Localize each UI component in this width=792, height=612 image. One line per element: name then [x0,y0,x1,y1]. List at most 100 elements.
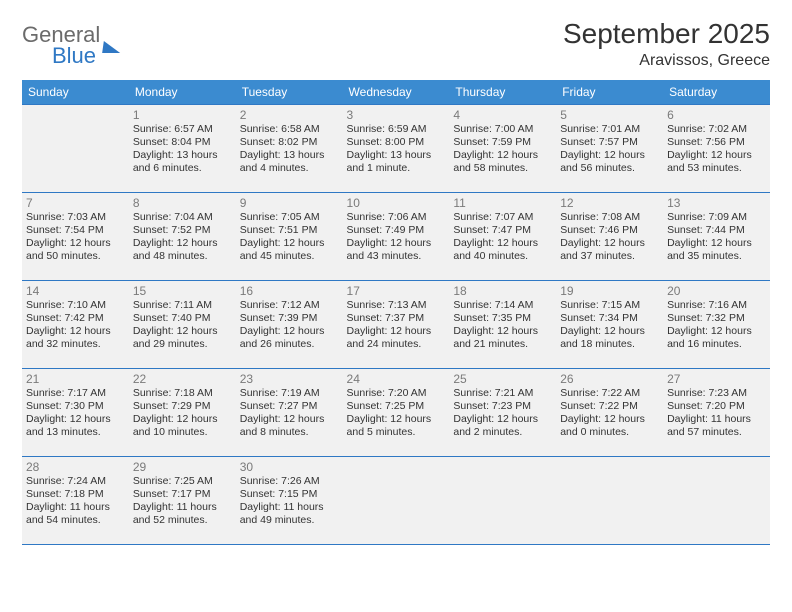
dow-friday: Friday [556,80,663,105]
sunrise-text: Sunrise: 7:23 AM [667,387,766,400]
sunrise-text: Sunrise: 7:26 AM [240,475,339,488]
day-number: 3 [347,108,446,122]
daylight-text: and 40 minutes. [453,250,552,263]
daylight-text: and 49 minutes. [240,514,339,527]
day-number: 1 [133,108,232,122]
daylight-text: Daylight: 12 hours [240,413,339,426]
day-number: 4 [453,108,552,122]
day-number: 21 [26,372,125,386]
daylight-text: and 18 minutes. [560,338,659,351]
sunrise-text: Sunrise: 7:14 AM [453,299,552,312]
sunrise-text: Sunrise: 7:13 AM [347,299,446,312]
day-number: 30 [240,460,339,474]
calendar-cell: 6Sunrise: 7:02 AMSunset: 7:56 PMDaylight… [663,105,770,193]
sunset-text: Sunset: 7:34 PM [560,312,659,325]
day-number: 7 [26,196,125,210]
daylight-text: and 21 minutes. [453,338,552,351]
day-number: 27 [667,372,766,386]
calendar-cell: 3Sunrise: 6:59 AMSunset: 8:00 PMDaylight… [343,105,450,193]
sunset-text: Sunset: 7:18 PM [26,488,125,501]
calendar-cell: 11Sunrise: 7:07 AMSunset: 7:47 PMDayligh… [449,193,556,281]
daylight-text: and 58 minutes. [453,162,552,175]
daylight-text: and 5 minutes. [347,426,446,439]
day-number: 13 [667,196,766,210]
calendar-cell: 24Sunrise: 7:20 AMSunset: 7:25 PMDayligh… [343,369,450,457]
sunset-text: Sunset: 8:04 PM [133,136,232,149]
day-number: 28 [26,460,125,474]
day-number: 2 [240,108,339,122]
day-number: 24 [347,372,446,386]
calendar-cell: 20Sunrise: 7:16 AMSunset: 7:32 PMDayligh… [663,281,770,369]
daylight-text: and 57 minutes. [667,426,766,439]
dow-saturday: Saturday [663,80,770,105]
sunrise-text: Sunrise: 7:22 AM [560,387,659,400]
sunrise-text: Sunrise: 7:24 AM [26,475,125,488]
sunset-text: Sunset: 7:23 PM [453,400,552,413]
sunset-text: Sunset: 8:00 PM [347,136,446,149]
sunrise-text: Sunrise: 7:10 AM [26,299,125,312]
sunset-text: Sunset: 7:56 PM [667,136,766,149]
sunset-text: Sunset: 7:59 PM [453,136,552,149]
calendar-week: 1Sunrise: 6:57 AMSunset: 8:04 PMDaylight… [22,105,770,193]
calendar-cell: 17Sunrise: 7:13 AMSunset: 7:37 PMDayligh… [343,281,450,369]
daylight-text: and 16 minutes. [667,338,766,351]
sunrise-text: Sunrise: 7:00 AM [453,123,552,136]
day-number: 22 [133,372,232,386]
sunrise-text: Sunrise: 7:11 AM [133,299,232,312]
dow-monday: Monday [129,80,236,105]
day-number: 18 [453,284,552,298]
daylight-text: and 0 minutes. [560,426,659,439]
calendar-cell: 8Sunrise: 7:04 AMSunset: 7:52 PMDaylight… [129,193,236,281]
daylight-text: and 1 minute. [347,162,446,175]
sunrise-text: Sunrise: 6:57 AM [133,123,232,136]
sunrise-text: Sunrise: 7:17 AM [26,387,125,400]
sunrise-text: Sunrise: 7:07 AM [453,211,552,224]
daylight-text: Daylight: 11 hours [240,501,339,514]
sunrise-text: Sunrise: 7:19 AM [240,387,339,400]
daylight-text: and 35 minutes. [667,250,766,263]
sunrise-text: Sunrise: 7:01 AM [560,123,659,136]
daylight-text: Daylight: 12 hours [453,149,552,162]
daylight-text: and 48 minutes. [133,250,232,263]
calendar-cell: 22Sunrise: 7:18 AMSunset: 7:29 PMDayligh… [129,369,236,457]
day-number: 15 [133,284,232,298]
calendar-cell [449,457,556,545]
calendar-grid: Sunday Monday Tuesday Wednesday Thursday… [22,80,770,545]
daylight-text: Daylight: 13 hours [240,149,339,162]
day-number: 20 [667,284,766,298]
day-number: 17 [347,284,446,298]
daylight-text: and 50 minutes. [26,250,125,263]
sunrise-text: Sunrise: 7:15 AM [560,299,659,312]
calendar-cell: 28Sunrise: 7:24 AMSunset: 7:18 PMDayligh… [22,457,129,545]
daylight-text: Daylight: 12 hours [26,325,125,338]
sunset-text: Sunset: 7:40 PM [133,312,232,325]
sunset-text: Sunset: 7:52 PM [133,224,232,237]
calendar-cell: 12Sunrise: 7:08 AMSunset: 7:46 PMDayligh… [556,193,663,281]
daylight-text: and 8 minutes. [240,426,339,439]
brand-triangle-icon [102,41,122,53]
sunset-text: Sunset: 7:27 PM [240,400,339,413]
daylight-text: Daylight: 12 hours [560,413,659,426]
sunrise-text: Sunrise: 6:59 AM [347,123,446,136]
calendar-cell: 7Sunrise: 7:03 AMSunset: 7:54 PMDaylight… [22,193,129,281]
sunset-text: Sunset: 7:57 PM [560,136,659,149]
sunrise-text: Sunrise: 7:06 AM [347,211,446,224]
title-block: September 2025 Aravissos, Greece [563,18,770,70]
daylight-text: and 13 minutes. [26,426,125,439]
calendar-cell: 10Sunrise: 7:06 AMSunset: 7:49 PMDayligh… [343,193,450,281]
daylight-text: Daylight: 11 hours [667,413,766,426]
daylight-text: Daylight: 12 hours [347,325,446,338]
daylight-text: Daylight: 13 hours [133,149,232,162]
daylight-text: and 43 minutes. [347,250,446,263]
calendar-cell: 1Sunrise: 6:57 AMSunset: 8:04 PMDaylight… [129,105,236,193]
sunset-text: Sunset: 7:46 PM [560,224,659,237]
sunset-text: Sunset: 7:44 PM [667,224,766,237]
daylight-text: Daylight: 12 hours [133,237,232,250]
daylight-text: Daylight: 12 hours [133,413,232,426]
dow-wednesday: Wednesday [343,80,450,105]
calendar-page: General Blue September 2025 Aravissos, G… [0,0,792,545]
sunrise-text: Sunrise: 7:02 AM [667,123,766,136]
sunrise-text: Sunrise: 7:18 AM [133,387,232,400]
calendar-week: 21Sunrise: 7:17 AMSunset: 7:30 PMDayligh… [22,369,770,457]
calendar-cell: 14Sunrise: 7:10 AMSunset: 7:42 PMDayligh… [22,281,129,369]
